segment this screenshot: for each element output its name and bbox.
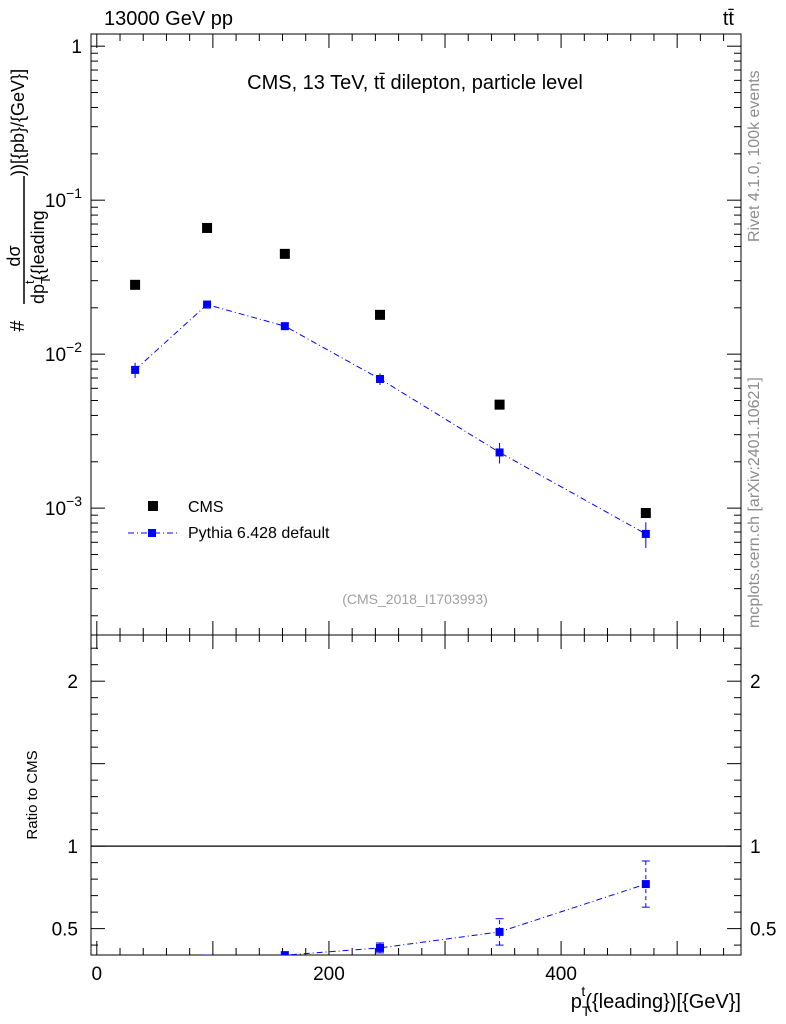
process-label: tt̄: [722, 8, 734, 30]
ratio-y-tick-label-right: 0.5: [750, 920, 776, 941]
cms-point: [494, 399, 505, 410]
ratio-point: [131, 961, 139, 969]
y-tick-label: 10−1: [45, 185, 82, 212]
ratio-y-tick-label-left: 1: [67, 837, 78, 858]
cms-point: [279, 248, 290, 259]
pythia-point: [495, 448, 504, 457]
x-title-T: T: [582, 1003, 591, 1019]
y-den-t: t: [22, 280, 37, 284]
y-title-numerator: dσ: [4, 245, 24, 266]
y-title-denominator: dpTt({leading: [22, 210, 53, 304]
legend-pythia-label: Pythia 6.428 default: [188, 525, 330, 542]
x-tick-label: 400: [545, 964, 577, 985]
legend: CMS Pythia 6.428 default: [128, 499, 330, 542]
pythia-point: [280, 322, 289, 331]
ratio-y-ticks: 0.5 0.5 1 1 2 2: [52, 647, 776, 946]
y-title-hash: #: [7, 320, 29, 332]
pythia-point: [376, 374, 385, 383]
main-y-axis-title: # dσ dpTt({leading ))[{pb}/{GeV}]: [4, 69, 53, 332]
y-den-dp: dp: [28, 284, 48, 304]
mcplots-label: mcplots.cern.ch [arXiv:2401.10621]: [746, 377, 763, 628]
pythia-point: [203, 300, 212, 309]
energy-label: 13000 GeV pp: [104, 8, 233, 30]
y-tick-label: 10−2: [45, 339, 82, 366]
x-title-rest: ({leading})[{GeV}]: [585, 991, 741, 1013]
legend-pythia-marker: [148, 529, 156, 537]
analysis-watermark: (CMS_2018_I1703993): [342, 591, 488, 607]
rivet-version-label: Rivet 4.1.0, 100k events: [746, 70, 763, 242]
ratio-line: [277, 883, 646, 955]
x-title-p: p: [571, 991, 582, 1013]
ratio-frame: [90, 634, 742, 956]
main-panel: 1 10−1 10−2 10−3 CMS, 13 TeV, tt̄ dilepton,…: [4, 33, 742, 636]
ratio-y-tick-label-right: 1: [750, 837, 761, 858]
main-series: [130, 222, 651, 549]
main-x-ticks: [96, 34, 725, 635]
x-title-t: t: [581, 983, 585, 999]
pythia-point: [131, 365, 140, 374]
y-tick-label: 1: [71, 37, 82, 58]
y-title-tail: ))[{pb}/{GeV}]: [8, 69, 28, 176]
y-den-T: T: [38, 276, 53, 284]
cms-point: [202, 222, 213, 233]
x-tick-label: 0: [92, 964, 103, 985]
y-den-rest: ({leading: [28, 210, 48, 280]
ratio-y-tick-label-left: 0.5: [52, 920, 78, 941]
legend-cms-marker: [148, 501, 158, 511]
ratio-y-tick-label-right: 2: [750, 672, 761, 693]
x-tick-label: 200: [313, 964, 345, 985]
pythia-point: [641, 529, 650, 538]
cms-point: [640, 507, 651, 518]
ratio-point: [641, 880, 650, 889]
ratio-panel: 0.5 0.5 1 1 2 2 0 200 400 Ratio to CMS pTt({lea…: [24, 634, 776, 1019]
ratio-y-tick-label-left: 2: [67, 672, 78, 693]
ratio-point: [376, 943, 385, 952]
y-tick-label: 10−3: [45, 493, 82, 520]
chart-title: CMS, 13 TeV, tt̄ dilepton, particle leve…: [247, 72, 583, 94]
ratio-point: [280, 951, 289, 955]
pythia-line: [134, 303, 647, 535]
legend-cms-label: CMS: [188, 499, 224, 516]
x-axis-title: pTt({leading})[{GeV}]: [571, 983, 741, 1019]
cms-point: [375, 309, 386, 320]
ratio-y-axis-title: Ratio to CMS: [24, 750, 41, 839]
ratio-series: [131, 860, 650, 969]
main-frame: [90, 33, 742, 636]
ratio-point: [203, 954, 212, 955]
main-y-ticks: 1 10−1 10−2 10−3: [45, 37, 741, 617]
ratio-x-ticks: 0 200 400: [92, 635, 725, 985]
ratio-point: [495, 927, 504, 936]
cms-point: [130, 279, 141, 290]
